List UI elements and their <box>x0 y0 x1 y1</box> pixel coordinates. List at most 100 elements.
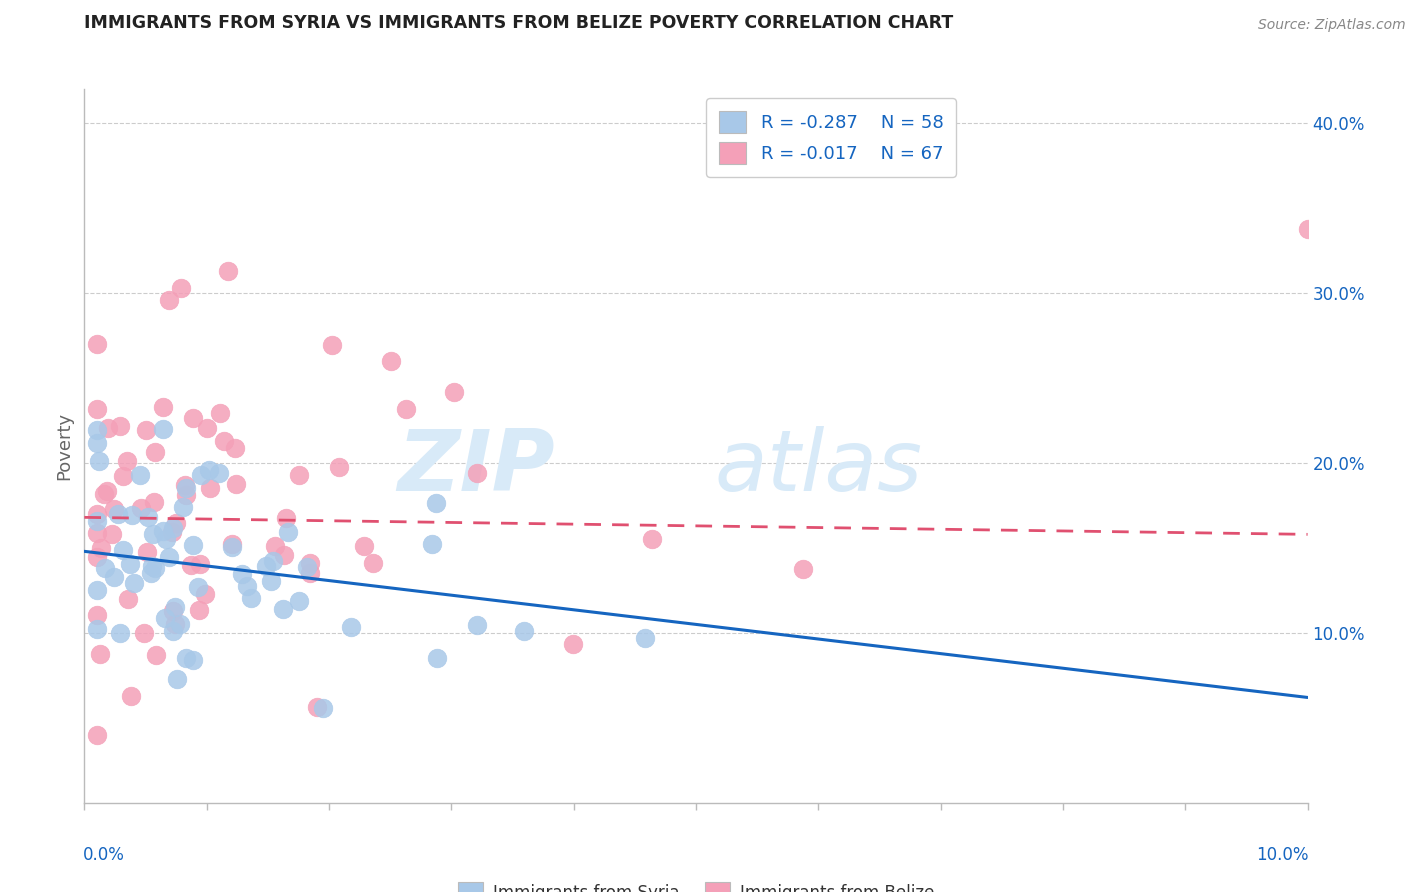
Point <box>1296 222 1319 236</box>
Point <box>328 459 350 474</box>
Point <box>120 557 142 571</box>
Point <box>287 467 309 482</box>
Point <box>166 672 188 686</box>
Point <box>361 557 384 571</box>
Point <box>321 338 343 352</box>
Point <box>86 622 108 636</box>
Point <box>181 411 204 425</box>
Point <box>225 477 247 491</box>
Point <box>115 454 138 468</box>
Point <box>198 463 221 477</box>
Point <box>235 579 257 593</box>
Point <box>194 587 217 601</box>
Text: Source: ZipAtlas.com: Source: ZipAtlas.com <box>1258 18 1406 32</box>
Point <box>86 525 108 540</box>
Point <box>93 487 115 501</box>
Point <box>170 281 193 295</box>
Point <box>111 542 134 557</box>
Point <box>295 560 318 574</box>
Point <box>134 626 156 640</box>
Point <box>188 603 211 617</box>
Point <box>299 566 322 581</box>
Point <box>176 651 198 665</box>
Point <box>169 617 191 632</box>
Point <box>420 536 443 550</box>
Point <box>143 560 166 574</box>
Point <box>180 558 202 572</box>
Point <box>86 423 108 437</box>
Y-axis label: Poverty: Poverty <box>55 412 73 480</box>
Point <box>264 539 287 553</box>
Point <box>86 337 108 351</box>
Point <box>298 556 321 570</box>
Point <box>312 700 335 714</box>
Point <box>274 510 297 524</box>
Point <box>107 507 129 521</box>
Point <box>157 549 180 564</box>
Point <box>157 293 180 307</box>
Point <box>425 496 447 510</box>
Point <box>443 384 465 399</box>
Point <box>165 516 187 530</box>
Point <box>221 540 243 554</box>
Point <box>260 574 283 588</box>
Point <box>136 545 159 559</box>
Point <box>195 421 218 435</box>
Point <box>145 648 167 662</box>
Point <box>101 526 124 541</box>
Point <box>395 401 418 416</box>
Point <box>240 591 263 606</box>
Point <box>111 469 134 483</box>
Point <box>94 561 117 575</box>
Point <box>208 407 231 421</box>
Point <box>426 650 449 665</box>
Point <box>307 700 329 714</box>
Point <box>271 602 294 616</box>
Point <box>86 436 108 450</box>
Point <box>96 484 118 499</box>
Point <box>162 521 184 535</box>
Point <box>162 604 184 618</box>
Point <box>254 559 277 574</box>
Point <box>86 608 108 623</box>
Point <box>152 422 174 436</box>
Point <box>633 631 655 645</box>
Point <box>86 582 108 597</box>
Point <box>136 509 159 524</box>
Point <box>141 566 163 581</box>
Point <box>152 524 174 538</box>
Point <box>128 468 150 483</box>
Point <box>86 401 108 416</box>
Legend: Immigrants from Syria, Immigrants from Belize: Immigrants from Syria, Immigrants from B… <box>451 875 941 892</box>
Point <box>108 418 131 433</box>
Point <box>145 445 167 459</box>
Point <box>641 533 664 547</box>
Point <box>353 539 375 553</box>
Point <box>217 264 239 278</box>
Point <box>86 514 108 528</box>
Point <box>231 566 253 581</box>
Point <box>187 580 209 594</box>
Point <box>117 591 139 606</box>
Point <box>152 400 174 414</box>
Text: 10.0%: 10.0% <box>1257 846 1309 863</box>
Point <box>108 626 131 640</box>
Point <box>224 441 246 455</box>
Point <box>181 538 204 552</box>
Point <box>208 467 231 481</box>
Point <box>89 648 111 662</box>
Point <box>176 488 198 502</box>
Point <box>221 536 243 550</box>
Text: 0.0%: 0.0% <box>83 846 125 863</box>
Point <box>103 501 125 516</box>
Point <box>188 558 211 572</box>
Point <box>153 611 176 625</box>
Point <box>340 619 363 633</box>
Point <box>288 593 311 607</box>
Point <box>380 353 402 368</box>
Point <box>165 616 187 631</box>
Point <box>103 570 125 584</box>
Point <box>174 482 197 496</box>
Point <box>90 541 112 556</box>
Point <box>198 481 221 495</box>
